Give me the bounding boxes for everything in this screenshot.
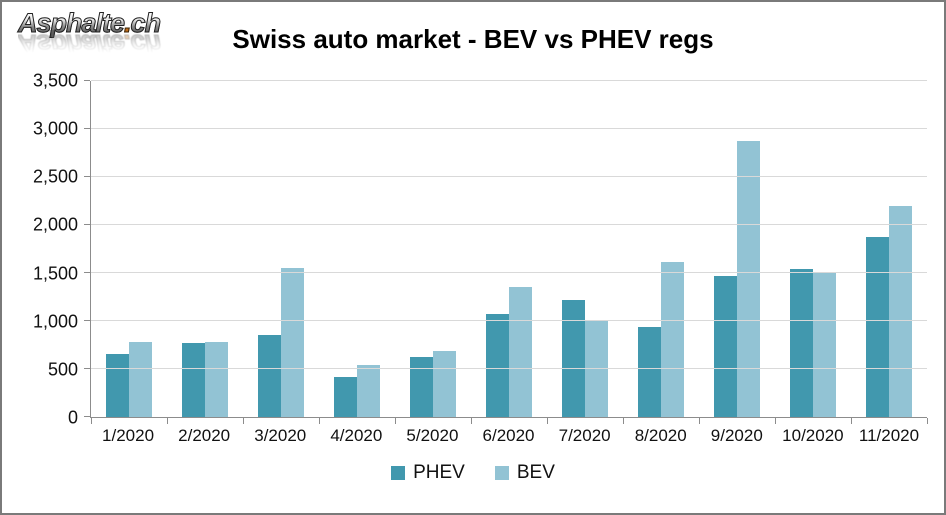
logo-dot: . [124,8,132,38]
asphalte-logo: Asphalte.ch Asphalte.ch [17,8,168,60]
y-axis-tick-label: 0 [67,407,78,428]
bar-phev-7/2020 [562,299,585,417]
bar-bev-1/2020 [129,342,152,417]
y-axis-tick-mark [84,176,90,177]
bar-phev-9/2020 [714,275,737,417]
y-axis-tick-label: 2,500 [32,166,78,187]
bar-group-7/2020 [547,81,623,417]
x-axis-category-label: 4/2020 [330,426,383,445]
bar-bev-8/2020 [661,262,684,417]
x-axis-tick-mark [851,418,852,424]
x-axis-labels: 1/2020 2/2020 3/2020 4/2020 5/2020 6/2020 7/20… [90,426,927,446]
plot-area [84,80,928,424]
bar-group-8/2020 [623,81,699,417]
gridline-3000 [91,128,927,129]
x-axis-tick-mark [91,418,92,424]
legend-label-bev: BEV [516,462,555,483]
bar-group-4/2020 [319,81,395,417]
bar-phev-6/2020 [486,314,509,417]
bar-phev-11/2020 [866,237,889,417]
x-axis-category-label: 1/2020 [102,426,155,445]
gridline-2500 [91,176,927,177]
y-axis-tick-mark [84,272,90,273]
legend-item-phev: PHEV [391,462,465,484]
y-axis-tick-mark [84,368,90,369]
bar-group-6/2020 [471,81,547,417]
x-axis-category-label: 9/2020 [710,426,763,445]
y-axis-tick-label: 500 [47,359,78,380]
bar-bev-5/2020 [433,350,456,417]
bar-bev-7/2020 [585,321,608,417]
legend-label-phev: PHEV [413,462,465,483]
x-axis-category-label: 2/2020 [178,426,231,445]
x-axis-tick-mark [775,418,776,424]
x-axis-tick-mark [395,418,396,424]
bar-phev-4/2020 [334,376,357,417]
bar-phev-3/2020 [258,335,281,417]
x-axis-category-label: 8/2020 [634,426,687,445]
bar-group-1/2020 [91,81,167,417]
gridline-2000 [91,224,927,225]
y-axis-tick-label: 1,500 [32,263,78,284]
y-axis-tick-mark [84,80,90,81]
bar-phev-10/2020 [790,269,813,417]
bar-bev-11/2020 [889,205,912,417]
bar-bev-10/2020 [813,273,836,417]
y-axis-tick-mark [84,416,90,417]
x-axis-category-label: 7/2020 [558,426,611,445]
y-axis-tick-label: 3,000 [32,118,78,139]
logo-text-main: Asphalte [17,8,125,38]
bar-phev-5/2020 [410,356,433,417]
gridline-3500 [91,80,927,81]
x-axis-tick-mark [243,418,244,424]
bar-phev-2/2020 [182,343,205,417]
y-axis-labels: 0 500 1,000 1,500 2,000 2,500 3,000 3,500 [2,71,78,428]
y-axis-tick-mark [84,128,90,129]
legend-item-bev: BEV [494,462,555,484]
bar-bev-6/2020 [509,287,532,417]
x-axis-category-label: 5/2020 [406,426,459,445]
x-axis-tick-mark [927,418,928,424]
x-axis-tick-mark [319,418,320,424]
bar-group-5/2020 [395,81,471,417]
x-axis-tick-mark [471,418,472,424]
chart-title: Swiss auto market - BEV vs PHEV regs [232,24,714,54]
y-axis-tick-label: 1,000 [32,311,78,332]
y-axis-tick-label: 2,000 [32,214,78,235]
logo-text-suffix: ch [130,8,161,38]
x-axis-category-label: 11/2020 [858,426,920,445]
bar-phev-1/2020 [106,353,129,417]
bar-group-11/2020 [851,81,927,417]
x-axis-category-label: 10/2020 [782,426,844,445]
bar-bev-3/2020 [281,268,304,417]
y-axis-tick-label: 3,500 [32,70,78,91]
asphalte-logo-text: Asphalte.ch [17,8,168,38]
gridline-1500 [91,272,927,273]
x-axis-tick-mark [167,418,168,424]
bar-group-9/2020 [699,81,775,417]
bar-phev-8/2020 [638,326,661,417]
x-axis-tick-mark [623,418,624,424]
x-axis-category-label: 3/2020 [254,426,307,445]
bar-group-10/2020 [775,81,851,417]
chart-legend: PHEV BEV [2,462,944,484]
x-axis-tick-mark [547,418,548,424]
gridline-1000 [91,320,927,321]
bars-container [91,81,927,417]
x-axis-tick-mark [699,418,700,424]
legend-swatch-bev [494,466,509,480]
legend-swatch-phev [391,466,406,480]
bar-bev-4/2020 [357,365,380,417]
x-axis-category-label: 6/2020 [482,426,535,445]
bar-bev-9/2020 [737,141,760,417]
y-axis-tick-mark [84,320,90,321]
y-axis-tick-mark [84,224,90,225]
gridline-500 [91,368,927,369]
bar-group-2/2020 [167,81,243,417]
bar-group-3/2020 [243,81,319,417]
bar-bev-2/2020 [205,342,228,417]
